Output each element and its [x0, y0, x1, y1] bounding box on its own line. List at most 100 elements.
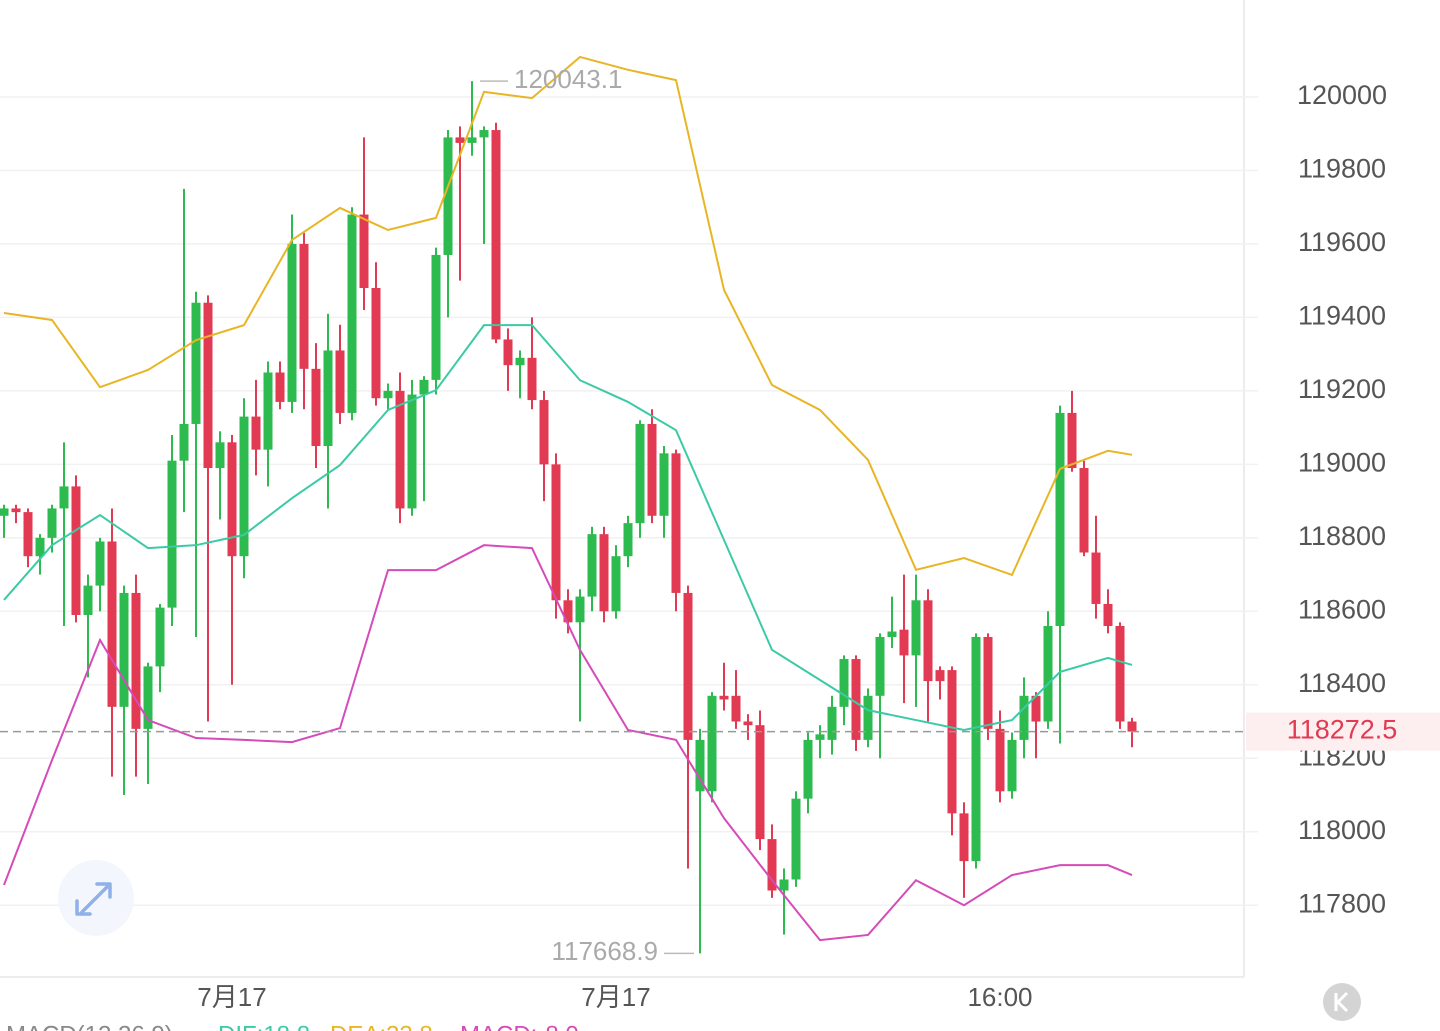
kline-icon[interactable] — [1334, 991, 1349, 1013]
candle-body — [299, 243, 309, 369]
last-price-tag — [1246, 712, 1440, 751]
candle-body — [647, 423, 657, 516]
expand-icon[interactable] — [75, 882, 112, 916]
last-price-label: 118272.5 — [1287, 715, 1398, 745]
candle-body — [1043, 625, 1053, 722]
candle-body — [251, 416, 261, 450]
y-tick-label: 119400 — [1298, 301, 1386, 331]
candle-body — [311, 368, 321, 446]
candle-body — [1019, 695, 1029, 740]
candle-body — [635, 423, 645, 524]
candle-body — [335, 350, 345, 413]
x-tick-label: 16:00 — [967, 982, 1032, 1012]
candle-body — [935, 670, 945, 682]
y-tick-label: 119200 — [1298, 374, 1386, 404]
candle-body — [899, 629, 909, 656]
candle-body — [863, 695, 873, 740]
x-tick-label: 7月17 — [197, 982, 266, 1012]
low-label: 117668.9 — [551, 936, 658, 966]
candle-body — [599, 534, 609, 612]
candle-body — [287, 243, 297, 402]
candle-body — [791, 798, 801, 880]
candle-body — [0, 508, 9, 516]
indicator-macd: MACD:-8.0 — [460, 1021, 579, 1031]
candle-body — [371, 288, 381, 399]
y-tick-label: 118800 — [1298, 521, 1386, 551]
candle-body — [395, 390, 405, 509]
y-tick-label: 118400 — [1298, 668, 1386, 698]
candle-body — [551, 464, 561, 601]
candle-body — [983, 637, 993, 729]
candle-body — [443, 137, 453, 255]
indicator-dea: DEA:23.8 — [330, 1021, 433, 1031]
candle-body — [1091, 552, 1101, 604]
candle-body — [35, 537, 45, 557]
candle-body — [1007, 739, 1017, 792]
candle-body — [755, 725, 765, 840]
candle-body — [479, 130, 489, 138]
candle-body — [887, 631, 897, 638]
candle-body — [671, 453, 681, 593]
candle-body — [971, 637, 981, 862]
labels: 1178001180001182001184001186001188001190… — [0, 64, 1440, 1012]
candle-body — [875, 637, 885, 696]
kline-button[interactable] — [1323, 983, 1361, 1021]
candle-body — [659, 453, 669, 516]
y-tick-label: 119600 — [1298, 227, 1386, 257]
kline-bg[interactable] — [1323, 983, 1361, 1021]
candle-body — [71, 486, 81, 615]
candle-body — [155, 607, 165, 667]
candle-body — [83, 585, 93, 615]
band-upper — [3, 55, 1133, 577]
y-tick-label: 117800 — [1298, 888, 1386, 918]
candle-body — [623, 523, 633, 557]
candle-body — [1031, 695, 1041, 722]
candle-body — [563, 600, 573, 623]
indicator-name: MACD(12,26,9) — [6, 1021, 173, 1031]
candle-body — [1055, 412, 1065, 626]
y-tick-label: 118600 — [1298, 594, 1386, 624]
candle-body — [539, 400, 549, 465]
y-tick-label: 118000 — [1298, 815, 1386, 845]
candle-body — [611, 556, 621, 612]
candle-body — [47, 508, 57, 538]
candle-body — [1127, 721, 1137, 732]
candle-body — [491, 130, 501, 340]
candle-body — [995, 728, 1005, 792]
candle-body — [503, 339, 513, 366]
band-lower — [3, 544, 1133, 942]
candle-body — [107, 541, 117, 707]
candle-body — [719, 695, 729, 700]
expand-button[interactable] — [58, 860, 134, 936]
x-tick-label: 7月17 — [581, 982, 650, 1012]
candle-body — [11, 508, 21, 513]
candle-body — [191, 302, 201, 424]
candle-body — [695, 739, 705, 792]
y-tick-label: 119800 — [1298, 154, 1386, 184]
y-tick-label: 120000 — [1297, 80, 1387, 110]
candle-body — [815, 734, 825, 740]
candle-body — [359, 214, 369, 289]
candle-body — [779, 879, 789, 891]
candle-body — [95, 541, 105, 586]
candle-body — [839, 659, 849, 707]
candle-body — [167, 460, 177, 608]
candle-body — [383, 390, 393, 399]
high-label: 120043.1 — [514, 64, 622, 94]
band-mid — [3, 324, 1133, 731]
candle-body — [575, 596, 585, 623]
candle-body — [347, 214, 357, 413]
candle-body — [923, 600, 933, 682]
candle-body — [131, 592, 141, 729]
candle-body — [227, 442, 237, 557]
candle-body — [1115, 625, 1125, 722]
y-tick-label: 119000 — [1298, 447, 1386, 477]
candle-body — [1067, 412, 1077, 469]
candle-body — [683, 592, 693, 740]
indicator-dif: DIF:18.8 — [218, 1021, 310, 1031]
candle-body — [767, 839, 777, 891]
candle-body — [803, 739, 813, 799]
candle-body — [1079, 468, 1089, 553]
candle-body — [263, 372, 273, 450]
